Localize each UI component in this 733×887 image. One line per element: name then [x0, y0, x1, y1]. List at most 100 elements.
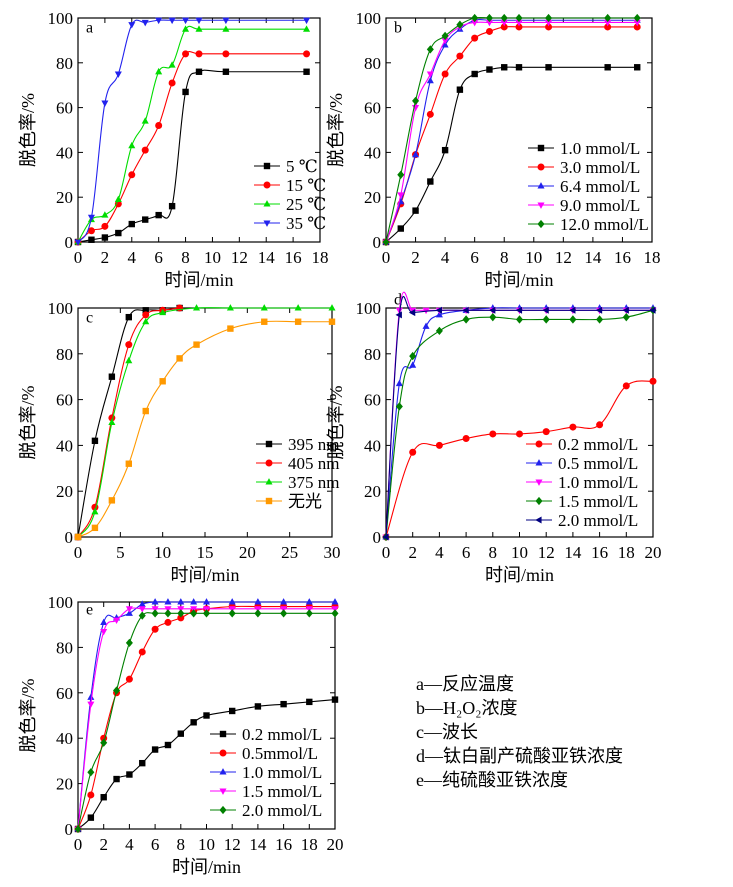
legend-swatch-marker — [535, 459, 543, 466]
data-point — [515, 23, 523, 31]
data-point — [100, 794, 107, 801]
x-tick-label: 16 — [614, 248, 631, 267]
data-point — [125, 606, 133, 613]
data-point — [500, 13, 508, 23]
data-point — [596, 421, 604, 429]
data-point — [114, 200, 122, 208]
y-tick-label: 80 — [56, 54, 73, 73]
x-tick-label: 0 — [382, 543, 391, 562]
data-point — [100, 738, 108, 747]
data-point — [228, 609, 236, 618]
chart-panel-b: b 0 2 4 6 8 10 12 14 16 18 0 20 40 60 80 100 时间/min 脱色率/% 1… — [326, 9, 661, 290]
legend: 0.2 mmol/L0.5 mmol/L1.0 mmol/L1.5 mmol/L… — [526, 435, 638, 530]
y-tick-label: 40 — [56, 143, 73, 162]
data-point — [176, 304, 184, 312]
data-point — [382, 533, 389, 541]
data-point — [569, 306, 576, 314]
data-point — [426, 45, 434, 54]
legend-swatch-marker — [265, 440, 273, 448]
data-point — [141, 117, 149, 124]
series-4 — [382, 19, 641, 246]
data-point — [87, 814, 95, 821]
legend-label: 6.4 mmol/L — [560, 177, 640, 196]
x-tick-label: 14 — [564, 543, 582, 562]
data-point — [254, 598, 262, 605]
y-tick-label: 100 — [356, 299, 382, 318]
data-point — [633, 13, 641, 23]
data-point — [128, 141, 136, 149]
y-tick-label: 100 — [48, 9, 74, 28]
x-tick-label: 0 — [382, 248, 391, 267]
y-axis-label: 脱色率/% — [326, 93, 346, 167]
legend-swatch-marker — [535, 479, 543, 486]
x-tick-label: 16 — [591, 543, 608, 562]
legend-label: 0.2 mmol/L — [242, 725, 322, 744]
x-tick-label: 10 — [154, 543, 171, 562]
data-point — [422, 322, 430, 329]
legend-label: 15 ℃ — [286, 176, 326, 195]
legend-label: 12.0 mmol/L — [560, 215, 649, 234]
y-axis-label: 脱色率/% — [18, 93, 38, 167]
data-point — [441, 146, 449, 154]
series-2 — [74, 304, 184, 541]
x-tick-label: 10 — [525, 248, 542, 267]
data-point — [649, 377, 657, 385]
data-point — [409, 351, 417, 361]
series-line — [77, 605, 335, 830]
series-5 — [382, 296, 656, 541]
legend-swatch-marker — [263, 181, 271, 189]
legend: 0.2 mmol/L0.5mmol/L1.0 mmol/L1.5 mmol/L2… — [210, 725, 322, 820]
legend-label: 3.0 mmol/L — [560, 158, 640, 177]
x-tick-label: 14 — [249, 835, 267, 854]
data-point — [177, 730, 184, 737]
data-point — [486, 66, 493, 73]
figure-caption-list: a—反应温度 b—H₂O₂浓度 c—波长 d—钛白副产硫酸亚铁浓度 e—纯硫酸亚… — [416, 672, 623, 792]
data-point — [409, 448, 417, 456]
y-tick-label: 60 — [364, 391, 381, 410]
data-point — [303, 50, 311, 58]
series-5 — [382, 13, 641, 247]
data-point — [138, 606, 146, 613]
data-point — [254, 703, 262, 710]
data-point — [114, 71, 122, 78]
data-point — [516, 430, 523, 438]
data-point — [195, 25, 203, 32]
data-point — [397, 170, 405, 179]
legend-label: 2.0 mmol/L — [242, 801, 322, 820]
x-tick-label: 4 — [125, 835, 134, 854]
y-tick-label: 20 — [364, 188, 381, 207]
data-point — [114, 195, 122, 202]
data-point — [328, 304, 336, 311]
data-point — [222, 17, 230, 25]
data-point — [141, 19, 149, 27]
data-point — [515, 315, 524, 324]
data-point — [168, 79, 176, 87]
x-axis-label: 时间/min — [484, 270, 553, 290]
data-point — [596, 315, 604, 324]
x-tick-label: 18 — [301, 835, 318, 854]
panel-letter: d — [394, 291, 402, 308]
data-point — [471, 19, 479, 27]
data-point — [159, 378, 166, 385]
x-tick-label: 4 — [441, 248, 450, 267]
data-point — [101, 211, 109, 218]
data-point — [305, 609, 313, 618]
data-point — [280, 609, 288, 618]
x-axis-label: 时间/min — [485, 565, 554, 585]
series-4 — [74, 318, 336, 541]
data-point — [500, 23, 508, 31]
data-point — [87, 214, 95, 222]
series-3 — [74, 598, 339, 832]
x-tick-label: 6 — [154, 248, 163, 267]
caption-d: d—钛白副产硫酸亚铁浓度 — [416, 746, 623, 766]
data-point — [569, 315, 577, 324]
data-point — [395, 402, 403, 411]
x-tick-label: 16 — [275, 835, 292, 854]
data-point — [141, 146, 149, 154]
data-point — [182, 88, 189, 96]
x-tick-label: 16 — [285, 248, 302, 267]
data-point — [227, 325, 234, 332]
data-point — [280, 598, 288, 605]
legend-label: 1.5 mmol/L — [558, 492, 638, 511]
data-point — [500, 19, 508, 27]
